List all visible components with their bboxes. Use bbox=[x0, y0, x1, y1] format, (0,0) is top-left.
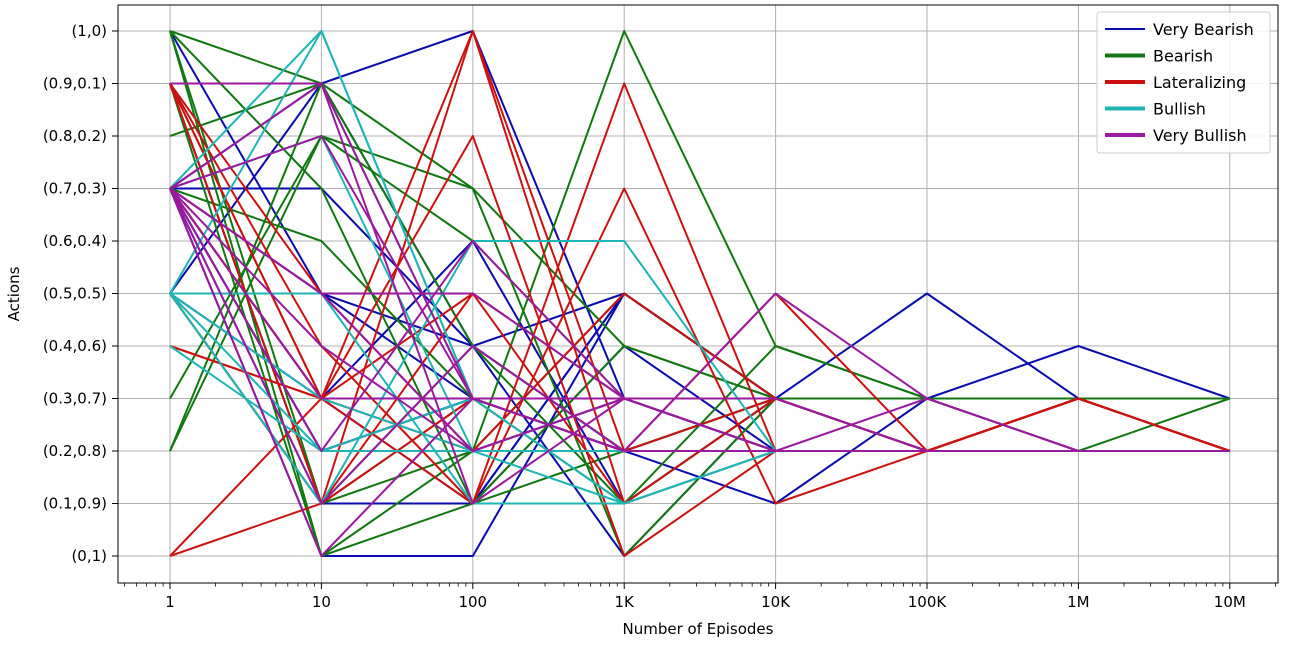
legend-label: Very Bearish bbox=[1153, 20, 1254, 39]
x-tick-label: 10K bbox=[761, 593, 791, 611]
legend-box bbox=[1096, 11, 1271, 154]
x-tick-label: 1M bbox=[1067, 593, 1090, 611]
grid bbox=[118, 5, 1278, 583]
y-tick-label: (0.4,0.6) bbox=[43, 337, 107, 355]
series-line bbox=[170, 187, 1230, 452]
y-tick-label: (0,1) bbox=[71, 547, 107, 565]
x-axis-label: Number of Episodes bbox=[623, 620, 774, 638]
legend-label: Bearish bbox=[1153, 47, 1213, 66]
y-tick-label: (0.8,0.2) bbox=[43, 127, 107, 145]
x-tick-label: 1K bbox=[615, 593, 636, 611]
y-tick-label: (0.5,0.5) bbox=[43, 285, 107, 303]
legend: Very Bearish Bearish Lateralizing Bullish Ve… bbox=[1096, 11, 1271, 154]
series-line bbox=[169, 187, 1230, 452]
axes: 1 10 100 1K 10K 100K 1M 10M (0,1) (0.1,0.9) (0.2,0… bbox=[43, 22, 1276, 611]
legend-label: Lateralizing bbox=[1153, 73, 1246, 92]
series-line bbox=[169, 188, 1230, 452]
x-tick-label: 10 bbox=[312, 593, 331, 611]
x-tick-label: 10M bbox=[1214, 593, 1246, 611]
series-lines bbox=[169, 30, 1231, 557]
legend-label: Very Bullish bbox=[1153, 126, 1247, 145]
series-line bbox=[169, 187, 1230, 452]
y-tick-label: (0.9,0.1) bbox=[43, 75, 107, 93]
y-tick-label: (0.2,0.8) bbox=[43, 442, 107, 460]
series-line bbox=[169, 187, 1231, 452]
y-tick-label: (0.3,0.7) bbox=[43, 390, 107, 408]
series-line bbox=[169, 187, 1230, 452]
x-tick-label: 100K bbox=[908, 593, 948, 611]
series-line bbox=[169, 188, 1230, 452]
series-line bbox=[169, 187, 1230, 452]
x-tick-label: 1 bbox=[165, 593, 175, 611]
y-tick-label: (0.1,0.9) bbox=[43, 495, 107, 513]
legend-label: Bullish bbox=[1153, 100, 1206, 119]
y-axis-label: Actions bbox=[5, 266, 23, 321]
y-tick-label: (1,0) bbox=[71, 22, 107, 40]
y-tick-label: (0.7,0.3) bbox=[43, 180, 107, 198]
y-tick-label: (0.6,0.4) bbox=[43, 232, 107, 250]
series-very-bullish bbox=[169, 82, 1230, 557]
x-tick-label: 100 bbox=[458, 593, 487, 611]
series-line bbox=[169, 188, 1230, 452]
